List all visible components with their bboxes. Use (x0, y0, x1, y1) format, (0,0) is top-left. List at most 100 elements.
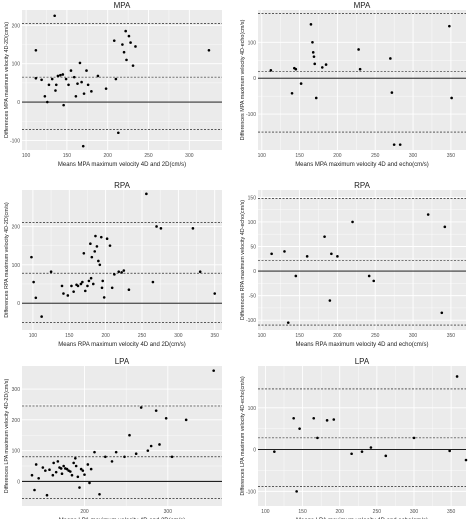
data-point (140, 406, 143, 409)
data-point (62, 104, 65, 107)
data-point (48, 83, 51, 86)
data-point (69, 470, 72, 473)
data-point (298, 427, 301, 430)
data-point (90, 468, 93, 471)
data-point (83, 92, 86, 95)
data-point (90, 277, 93, 280)
y-tick-label: 100 (12, 263, 21, 269)
data-point (121, 43, 124, 46)
plot-area (258, 10, 466, 150)
data-point (96, 245, 99, 248)
data-point (321, 66, 324, 69)
data-point (77, 285, 80, 288)
x-tick-label: 200 (80, 509, 89, 515)
data-point (427, 213, 430, 216)
data-point (384, 455, 387, 458)
data-point (60, 467, 63, 470)
data-point (97, 260, 100, 263)
data-point (440, 312, 443, 315)
data-point (444, 226, 447, 229)
data-point (370, 446, 373, 449)
y-axis-label: Differences LPA maximum velocity 4D-echo… (240, 376, 246, 496)
data-point (35, 77, 38, 80)
data-point (57, 460, 60, 463)
data-point (55, 471, 58, 474)
data-point (113, 39, 116, 42)
data-point (104, 455, 107, 458)
data-point (391, 91, 394, 94)
data-point (326, 419, 329, 422)
data-point (70, 69, 73, 72)
data-point (44, 469, 47, 472)
data-point (295, 490, 298, 493)
x-tick-label: 300 (409, 153, 418, 159)
data-point (124, 30, 127, 33)
data-point (75, 95, 78, 98)
plot-title: RPA (114, 181, 131, 190)
y-axis-label: Differences MPA maximum velocity 4D-2D(c… (4, 22, 10, 138)
data-point (448, 25, 451, 28)
data-point (312, 51, 315, 54)
data-point (105, 87, 108, 90)
y-tick-label: 0 (17, 301, 20, 307)
data-point (152, 281, 155, 284)
data-point (97, 75, 100, 78)
y-tick-label: 100 (248, 406, 257, 412)
data-point (270, 253, 273, 256)
x-tick-label: 200 (101, 333, 110, 339)
y-axis-label: Differences LPA maximum velocity 4D-2D(c… (4, 379, 10, 494)
data-point (90, 90, 93, 93)
x-tick-label: 300 (409, 333, 418, 339)
y-tick-label: 50 (250, 244, 256, 250)
data-point (35, 296, 38, 299)
x-axis-label: Means RPA maximum velocity 4D and echo(c… (296, 342, 429, 348)
y-axis-label: Differences MPA maximum velocity 4D-echo… (240, 19, 246, 140)
x-tick-label: 150 (295, 153, 304, 159)
data-point (88, 280, 91, 283)
x-tick-label: 300 (410, 509, 419, 515)
data-point (33, 489, 36, 492)
data-point (171, 455, 174, 458)
data-point (273, 450, 276, 453)
data-point (313, 63, 316, 66)
data-point (30, 256, 33, 259)
y-tick-label: 200 (12, 23, 21, 29)
x-axis-label: Means RPA maximum velocity 4D and 2D(cm/… (58, 342, 186, 348)
x-tick-label: 150 (63, 153, 72, 159)
y-tick-label: 100 (248, 40, 257, 46)
plot-title: LPA (355, 357, 370, 366)
data-point (315, 97, 318, 100)
data-point (155, 409, 158, 412)
y-tick-label: 0 (253, 448, 256, 454)
y-tick-label: 300 (12, 387, 21, 393)
plot-panel-1: MPA 100 150 200 250 300 -100 0 100 200 Means MPA m… (4, 1, 222, 168)
data-point (103, 296, 106, 299)
data-point (287, 321, 290, 324)
x-tick-label: 150 (298, 509, 307, 515)
x-tick-label: 100 (258, 153, 267, 159)
data-point (94, 235, 97, 238)
data-point (128, 434, 131, 437)
data-point (54, 89, 57, 92)
x-tick-label: 300 (164, 509, 173, 515)
x-tick-label: 100 (22, 153, 31, 159)
data-point (71, 474, 74, 477)
data-point (160, 227, 163, 230)
plot-title: MPA (354, 1, 371, 10)
data-point (93, 250, 96, 253)
data-point (98, 493, 101, 496)
data-point (332, 418, 335, 421)
data-point (83, 252, 86, 255)
y-tick-label: 100 (248, 220, 257, 226)
data-point (46, 494, 49, 497)
x-tick-label: 350 (211, 333, 220, 339)
x-tick-label: 200 (333, 153, 342, 159)
data-point (329, 299, 332, 302)
data-point (74, 457, 77, 460)
data-point (310, 23, 313, 26)
x-tick-label: 300 (174, 333, 183, 339)
data-point (125, 59, 128, 62)
data-point (84, 290, 87, 293)
data-point (306, 255, 309, 258)
